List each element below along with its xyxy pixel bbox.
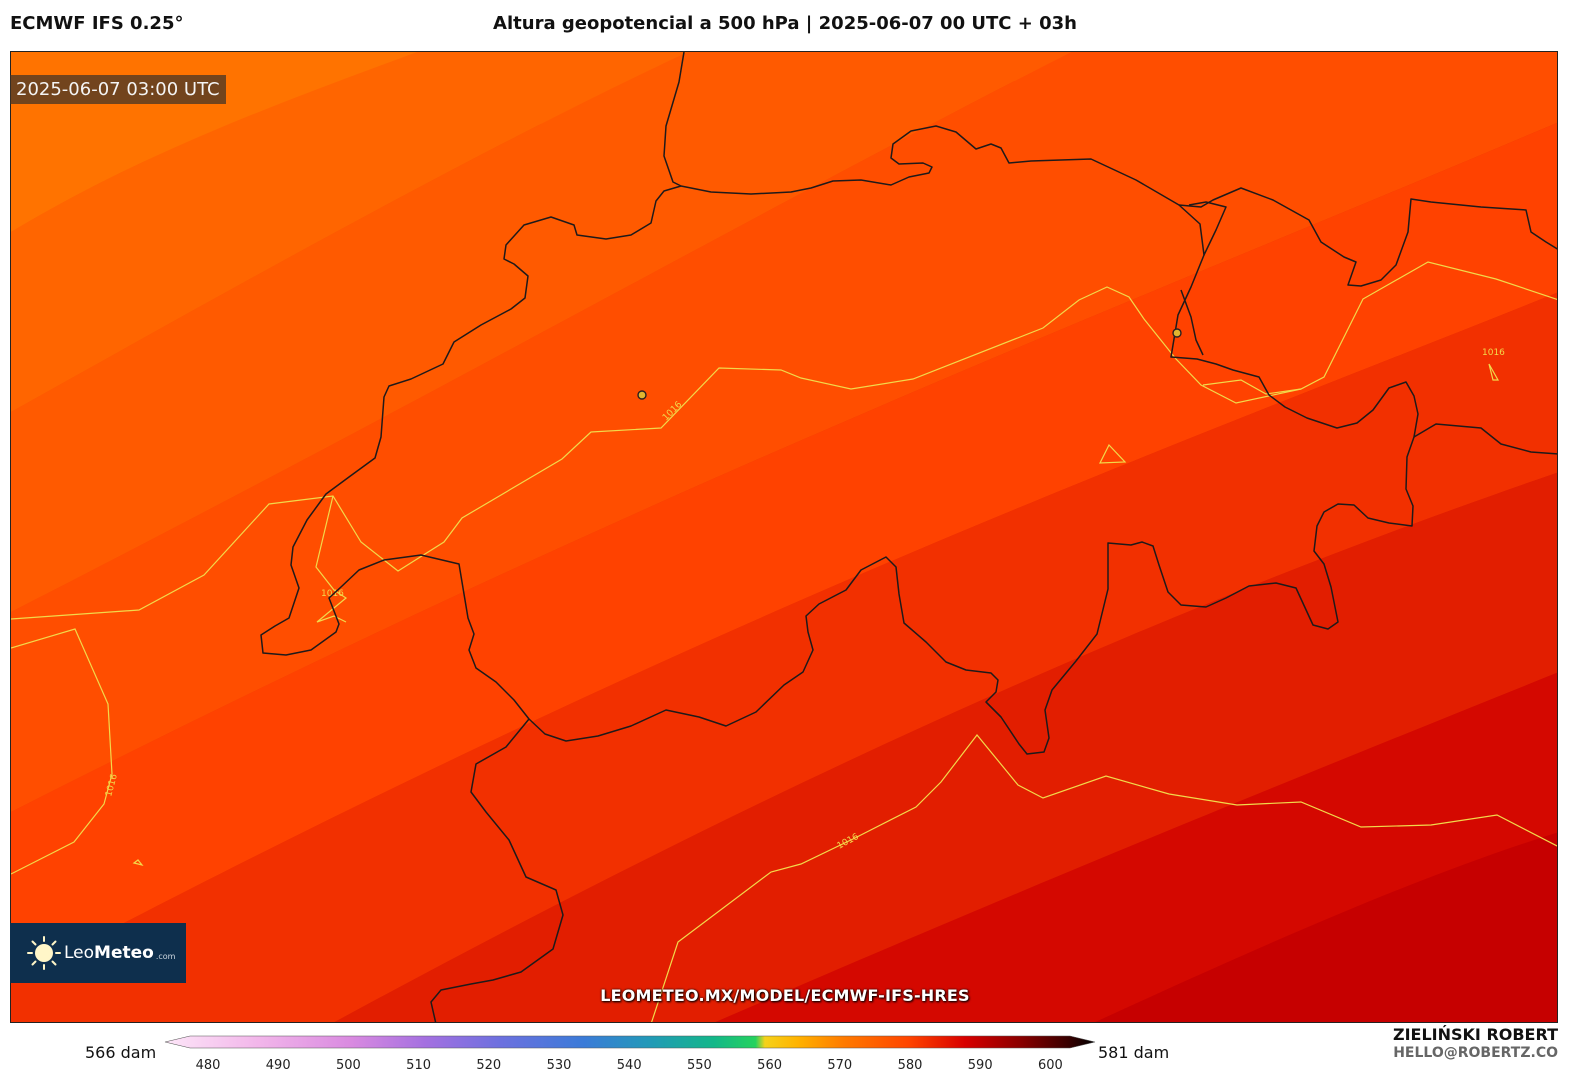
east-border (1413, 423, 1557, 455)
band-9 (1095, 832, 1557, 1022)
lake-border (1180, 289, 1204, 356)
band-4 (11, 52, 1557, 812)
isobar-south (651, 734, 1557, 1022)
colorbar-tick-label: 510 (406, 1058, 431, 1073)
band-5 (11, 122, 1557, 982)
isobar-east-wiggle (1202, 379, 1302, 395)
band-7 (334, 472, 1557, 1022)
france-italy-border (430, 718, 564, 1022)
country-borders (260, 52, 1557, 1022)
colorbar-tick-label: 500 (336, 1058, 361, 1073)
isobar-east-small (1488, 363, 1500, 381)
model-name: ECMWF IFS 0.25° (10, 13, 184, 34)
logo-domain: .com (155, 951, 176, 961)
colorbar-tick-label: 490 (266, 1058, 291, 1073)
site-url: LEOMETEO.MX/MODEL/ECMWF-IFS-HRES (600, 986, 970, 1005)
band-2 (11, 52, 688, 412)
colorbar-tick-label: 520 (476, 1058, 501, 1073)
liechtenstein-edge (1188, 201, 1227, 256)
city-marker-st-gallen (1172, 328, 1182, 338)
author-email: HELLO@ROBERTZ.CO (1393, 1045, 1558, 1061)
colorbar: 480 490 500 510 520 530 540 550 560 570 580 590 600 (164, 1035, 1096, 1073)
colorbar-tick-label: 580 (898, 1058, 923, 1073)
isobar-sw (11, 628, 113, 875)
colorbar-tick-label: 590 (968, 1058, 993, 1073)
sun-icon (27, 936, 61, 970)
leometeo-logo: LeoMeteo .com (10, 923, 186, 983)
isobar-west-loop (315, 495, 348, 623)
valid-time-label: 2025-06-07 03:00 UTC (10, 75, 226, 104)
border-segment (985, 701, 1002, 718)
band-6 (11, 292, 1557, 1022)
logo-wordmark: LeoMeteo (64, 943, 154, 963)
austria-north (1178, 187, 1557, 287)
isobar-small-loop (1099, 443, 1127, 464)
city-marker-bern (637, 390, 647, 400)
colorbar-tick-label: 600 (1038, 1058, 1063, 1073)
band-3 (11, 52, 1072, 612)
colorbar-tick-label: 480 (196, 1058, 221, 1073)
author-name: ZIELIŃSKI ROBERT (1392, 1025, 1558, 1044)
colorbar-tick-label: 560 (757, 1058, 782, 1073)
swiss-border (260, 52, 1419, 755)
colorbar-range-min: 566 dam (85, 1043, 157, 1062)
geopotential-map: 1016 1016 1016 1016 1016 (11, 52, 1557, 1022)
colorbar-range-max: 581 dam (1098, 1043, 1170, 1062)
colorbar-tick-label: 570 (827, 1058, 852, 1073)
isobar-label: 1016 (1482, 348, 1505, 358)
colorbar-tick-label: 540 (617, 1058, 642, 1073)
colorbar-tick-label: 530 (547, 1058, 572, 1073)
colorbar-strip (164, 1035, 1096, 1049)
isobar-lines (11, 261, 1557, 1022)
isobar-tiny (132, 859, 144, 867)
map-panel: 1016 1016 1016 1016 1016 (10, 51, 1558, 1023)
colorbar-tick-label: 550 (687, 1058, 712, 1073)
chart-title: Altura geopotencial a 500 hPa | 2025-06-… (493, 13, 1077, 34)
